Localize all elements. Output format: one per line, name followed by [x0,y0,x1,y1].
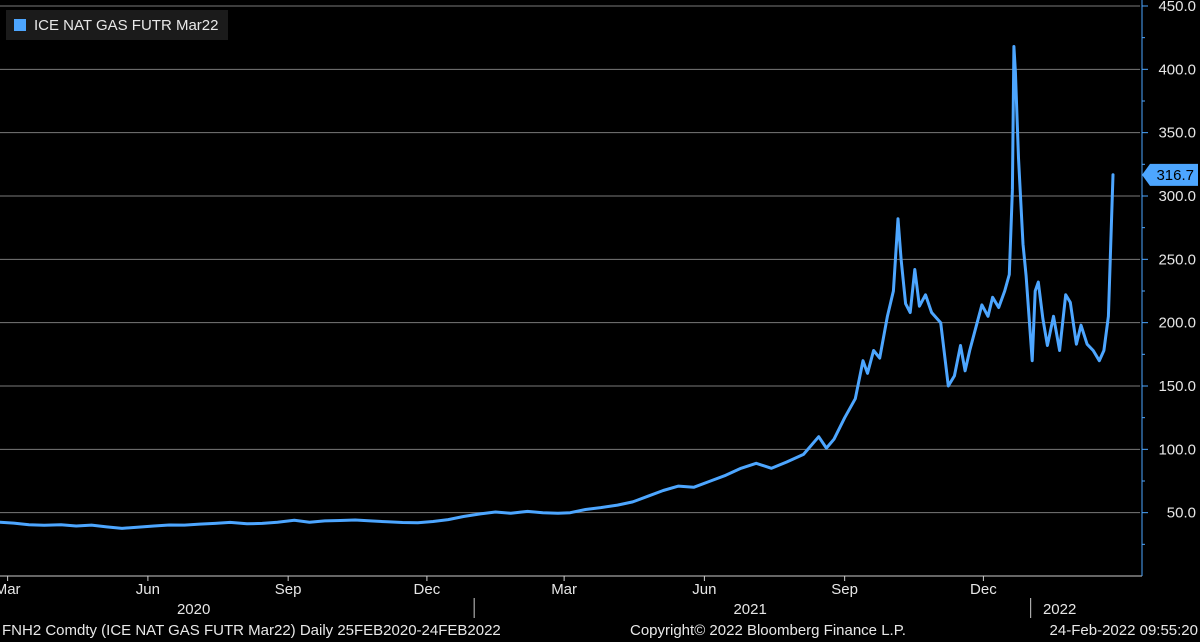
legend-label: ICE NAT GAS FUTR Mar22 [34,16,219,34]
x-axis: Mar Jun Sep Dec Mar Jun Sep Dec 2020 2021 2022 [0,575,1142,618]
last-value-label: 316.7 [1156,167,1194,184]
x-month-label: Dec [970,581,997,598]
y-tick-label: 400.0 [1158,61,1196,78]
y-tick-label: 300.0 [1158,188,1196,205]
y-tick-label: 250.0 [1158,251,1196,268]
x-month-label: Jun [692,581,716,598]
x-month-label: Sep [831,581,858,598]
legend-swatch [14,19,26,31]
x-month-label: Mar [0,581,21,598]
x-month-label: Sep [275,581,302,598]
footer-ticker-info: FNH2 Comdty (ICE NAT GAS FUTR Mar22) Dai… [2,622,501,639]
grid-lines [0,5,1140,514]
x-year-label: 2021 [733,601,766,618]
x-month-label: Mar [551,581,577,598]
y-tick-label: 450.0 [1158,0,1196,15]
x-month-label: Jun [136,581,160,598]
y-tick-label: 200.0 [1158,315,1196,332]
series-line [0,45,1115,530]
legend: ICE NAT GAS FUTR Mar22 [6,10,229,40]
x-year-label: 2020 [177,601,210,618]
x-year-label: 2022 [1043,601,1076,618]
y-tick-label: 350.0 [1158,125,1196,142]
last-value-badge [1142,163,1198,186]
footer-copyright: Copyright© 2022 Bloomberg Finance L.P. [630,622,906,639]
series-layer [0,45,1115,530]
footer-timestamp: 24-Feb-2022 09:55:20 [1049,622,1198,639]
x-month-label: Dec [414,581,441,598]
last-value-layer: 316.7 [1142,163,1198,186]
y-tick-label: 100.0 [1158,441,1196,458]
y-axis: 50.0 100.0 150.0 200.0 250.0 300.0 350.0 400.0 4… [1141,0,1196,576]
y-tick-label: 50.0 [1167,505,1196,522]
y-tick-label: 150.0 [1158,378,1196,395]
